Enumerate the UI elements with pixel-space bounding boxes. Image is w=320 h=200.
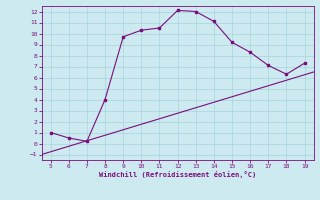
X-axis label: Windchill (Refroidissement éolien,°C): Windchill (Refroidissement éolien,°C) <box>99 171 256 178</box>
